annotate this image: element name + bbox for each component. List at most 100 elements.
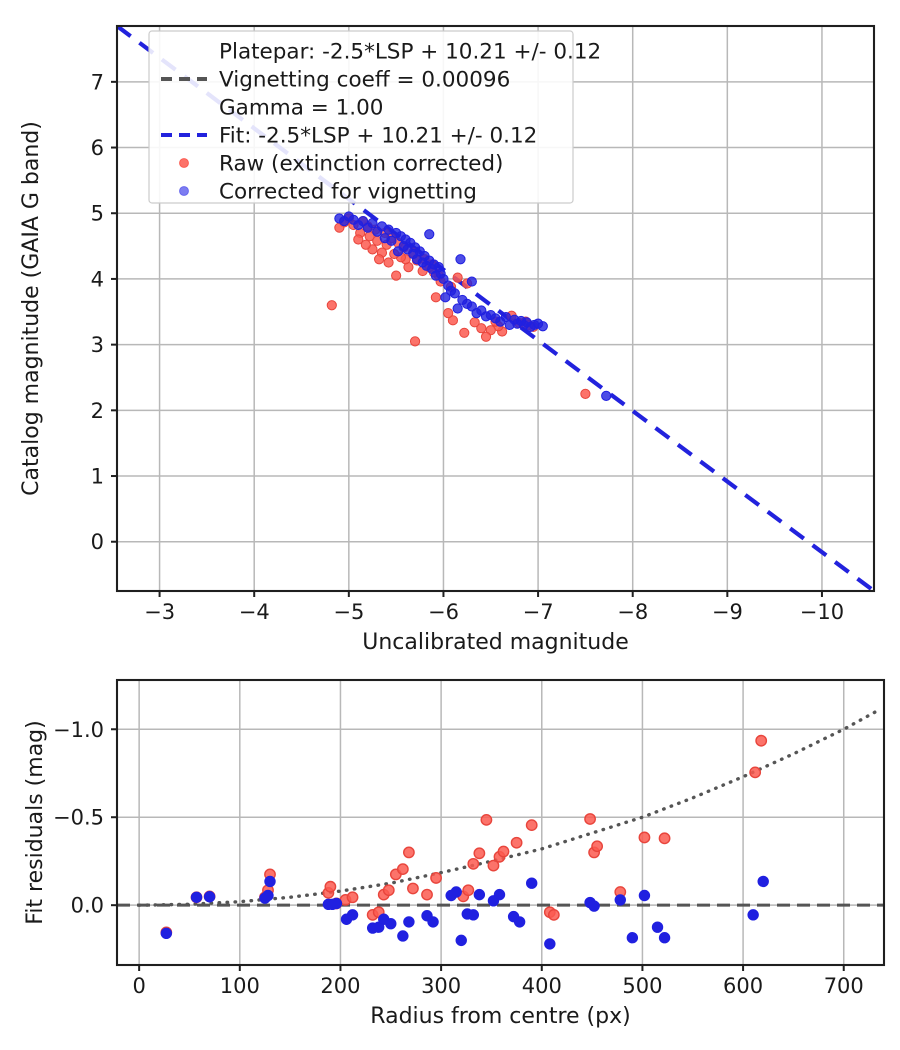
- x-axis-label: Radius from centre (px): [370, 1004, 630, 1029]
- fit-residuals-plot: 0 100 200 300 400 500 600 700 0.0 −0.5 −1.0 Radius …: [23, 678, 886, 1029]
- series-corrected: [334, 211, 612, 401]
- data-point: [513, 916, 526, 928]
- data-point: [430, 292, 441, 303]
- axis-ticks: 0 100 200 300 400 500 600 700 0.0 −0.5 −1.0: [53, 718, 864, 998]
- data-point: [462, 884, 475, 897]
- data-point: [626, 932, 639, 944]
- x-axis-label: Uncalibrated magnitude: [362, 630, 628, 655]
- x-tick-label: 0: [132, 974, 145, 998]
- data-point: [443, 308, 454, 319]
- x-tick-label: −6: [428, 600, 459, 624]
- legend-label: Platepar: -2.5*LSP + 10.21 +/- 0.12: [219, 40, 601, 65]
- data-point: [160, 927, 173, 940]
- series-raw: [160, 734, 768, 939]
- data-point: [526, 877, 538, 889]
- x-tick-label: 100: [220, 974, 260, 998]
- data-point: [487, 859, 500, 872]
- x-tick-label: 300: [421, 974, 461, 998]
- data-point: [353, 234, 364, 245]
- data-point: [397, 930, 409, 942]
- x-tick-label: −3: [144, 600, 175, 624]
- data-point: [407, 882, 419, 895]
- data-point: [455, 934, 467, 947]
- x-tick-label: 600: [723, 974, 763, 998]
- legend-entry: Gamma = 1.00: [219, 96, 383, 121]
- data-point: [601, 390, 612, 401]
- x-tick-label: −4: [239, 600, 270, 624]
- data-point: [480, 813, 493, 826]
- data-point: [447, 315, 459, 326]
- x-tick-label: −9: [712, 600, 743, 624]
- data-point: [544, 938, 556, 950]
- y-tick-label: 0: [91, 530, 104, 554]
- data-point: [588, 900, 600, 912]
- data-point: [421, 888, 433, 901]
- data-point: [580, 388, 591, 400]
- data-point: [473, 847, 486, 860]
- data-point: [459, 327, 470, 338]
- data-point: [757, 875, 769, 888]
- data-point: [466, 276, 477, 287]
- x-tick-label: −5: [333, 600, 364, 624]
- legend-entry: Fit: -2.5*LSP + 10.21 +/- 0.12: [161, 124, 537, 149]
- x-tick-label: 700: [824, 974, 864, 998]
- y-tick-label: 2: [91, 399, 104, 423]
- data-point: [452, 303, 463, 314]
- data-point: [392, 246, 404, 257]
- data-point: [330, 897, 343, 910]
- vignetting-curve: [137, 708, 881, 907]
- y-tick-label: 7: [91, 70, 104, 94]
- data-point: [467, 909, 480, 921]
- data-point: [584, 813, 596, 825]
- x-tick-label: −10: [800, 600, 844, 624]
- legend-entry: Vignetting coeff = 0.00096: [161, 68, 510, 93]
- data-point: [476, 323, 487, 334]
- data-point: [473, 888, 486, 901]
- data-point: [658, 832, 671, 845]
- legend-label: Corrected for vignetting: [219, 180, 477, 205]
- data-point: [382, 884, 395, 897]
- data-point: [385, 917, 397, 930]
- y-tick-label: 0.0: [71, 894, 104, 918]
- data-point: [651, 921, 664, 933]
- data-point: [427, 916, 439, 928]
- gridlines: [117, 680, 884, 965]
- axis-frame: [115, 678, 886, 967]
- y-tick-label: 3: [91, 333, 104, 357]
- data-point: [402, 846, 415, 859]
- x-tick-label: −7: [523, 600, 554, 624]
- data-point: [373, 921, 385, 933]
- gridlines: [117, 26, 874, 591]
- data-point: [457, 294, 468, 306]
- data-point: [480, 331, 492, 342]
- data-point: [324, 880, 337, 893]
- legend-label: Gamma = 1.00: [219, 96, 383, 121]
- data-point: [396, 863, 409, 876]
- data-point: [262, 889, 274, 902]
- data-point: [346, 891, 359, 904]
- data-point: [547, 908, 560, 921]
- data-point: [203, 891, 216, 903]
- data-point: [755, 734, 768, 747]
- data-point: [326, 300, 337, 311]
- data-point: [493, 888, 506, 901]
- data-point: [469, 317, 480, 328]
- x-tick-label: 200: [320, 974, 360, 998]
- data-point: [334, 213, 345, 224]
- data-point: [450, 886, 462, 898]
- data-point: [430, 872, 442, 884]
- data-point: [379, 233, 390, 244]
- data-point: [360, 239, 371, 250]
- plot-area: [117, 708, 884, 950]
- axis-ticks: −3 −4 −5 −6 −7 −8 −9 −10 0 1 2 3 4 5 6 7: [91, 70, 844, 624]
- data-point: [424, 229, 435, 240]
- data-point: [403, 916, 415, 928]
- data-point: [614, 894, 626, 906]
- legend-entry: Corrected for vignetting: [179, 180, 477, 205]
- legend-background: [148, 30, 574, 204]
- plot-area: [117, 26, 874, 591]
- data-point: [658, 932, 671, 944]
- legend-label: Vignetting coeff = 0.00096: [219, 68, 510, 93]
